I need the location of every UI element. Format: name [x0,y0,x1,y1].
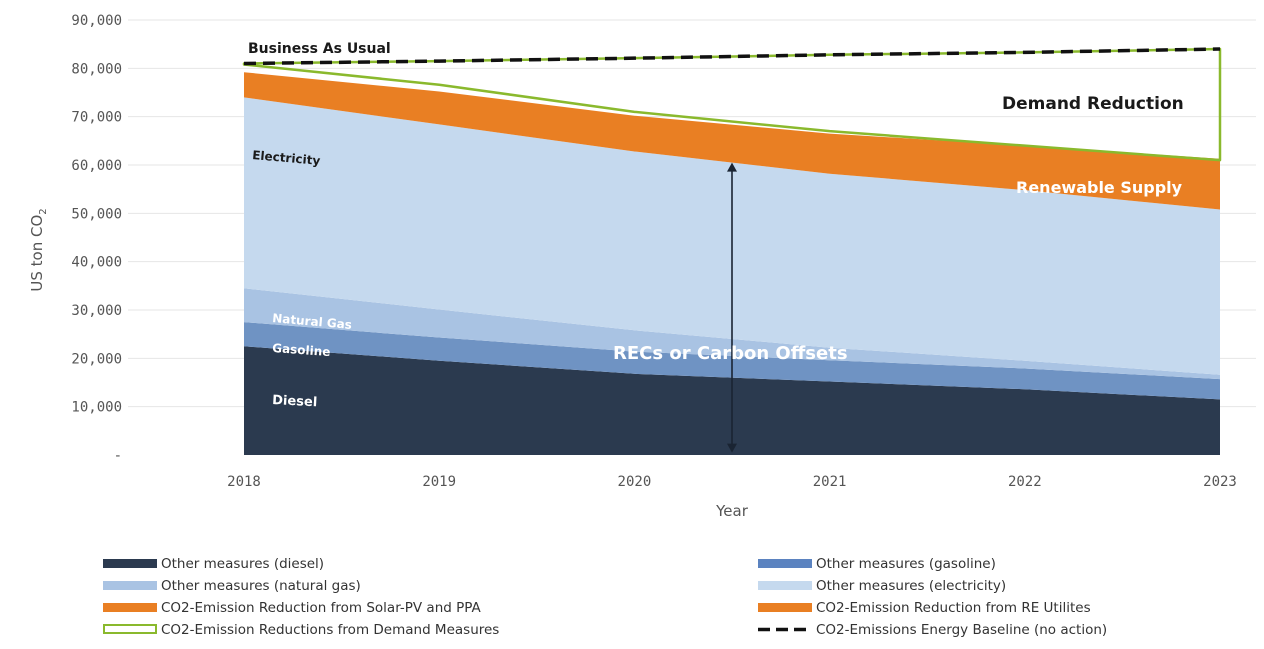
y-axis-title-main: US ton CO [28,215,46,292]
legend-label: CO2-Emission Reduction from Solar-PV and… [161,600,482,616]
legend-label: CO2-Emission Reductions from Demand Meas… [161,622,499,638]
x-tick-label: 2018 [227,474,261,490]
y-tick-label: - [114,448,122,464]
y-tick-label: 60,000 [71,158,122,174]
svg-text:US ton CO2: US ton CO2 [28,208,49,291]
legend-label: Other measures (gasoline) [816,556,996,572]
legend-label: Other measures (natural gas) [161,578,361,594]
y-tick-label: 90,000 [71,13,122,29]
annotation-gasoline: Gasoline [272,341,331,359]
legend-item: Other measures (gasoline) [758,556,996,572]
legend-item: CO2-Emission Reductions from Demand Meas… [103,622,499,638]
legend-swatch [103,624,157,634]
y-axis-title: US ton CO2 [28,208,49,291]
x-tick-label: 2022 [1008,474,1042,490]
area-renewable [244,72,1220,210]
legend-item: Other measures (natural gas) [103,578,361,594]
legend-swatch [758,603,812,612]
recs-arrow-head-down [727,443,737,453]
x-tick-label: 2020 [618,474,652,490]
legend-swatch [103,581,157,590]
legend-item: Other measures (electricity) [758,578,1006,594]
y-tick-label: 30,000 [71,303,122,319]
legend-swatch [758,581,812,590]
y-tick-label: 40,000 [71,255,122,271]
legend-item: CO2-Emission Reduction from Solar-PV and… [103,600,482,616]
annotation-demand-reduction: Demand Reduction [1002,94,1184,114]
annotation-electricity: Electricity [252,148,321,168]
annotation-business-as-usual: Business As Usual [248,41,391,57]
x-tick-label: 2019 [422,474,456,490]
legend-swatch [103,559,157,568]
area-natural-gas [244,288,1220,380]
legend-label: CO2-Emission Reduction from RE Utilites [816,600,1091,616]
y-tick-label: 10,000 [71,400,122,416]
annotation-renewable-supply: Renewable Supply [1016,178,1183,197]
y-tick-label: 70,000 [71,110,122,126]
legend-swatch [758,559,812,568]
y-tick-label: 20,000 [71,351,122,367]
x-tick-label: 2023 [1203,474,1237,490]
legend-item: CO2-Emissions Energy Baseline (no action… [758,622,1107,638]
x-tick-label: 2021 [813,474,847,490]
annotation-recs: RECs or Carbon Offsets [613,343,848,364]
legend: Other measures (diesel) Other measures (g… [103,556,1107,638]
legend-label: Other measures (electricity) [816,578,1006,594]
x-axis-ticks: 2018 2019 2020 2021 2022 2023 [227,474,1237,490]
legend-label: Other measures (diesel) [161,556,324,572]
y-tick-label: 80,000 [71,61,122,77]
y-axis-ticks: - 10,000 20,000 30,000 40,000 50,000 60,000 70,… [71,13,122,464]
x-axis-title: Year [715,502,749,520]
annotation-natural-gas: Natural Gas [272,311,353,332]
legend-swatch [103,603,157,612]
recs-arrow-head-up [727,162,737,172]
chart-lines [242,47,1222,453]
legend-label: CO2-Emissions Energy Baseline (no action… [816,622,1107,638]
annotation-diesel: Diesel [272,393,318,410]
legend-item: Other measures (diesel) [103,556,324,572]
y-tick-label: 50,000 [71,206,122,222]
baseline-dashed-line [243,47,1221,66]
legend-item: CO2-Emission Reduction from RE Utilites [758,600,1091,616]
y-axis-title-subscript: 2 [38,208,49,214]
